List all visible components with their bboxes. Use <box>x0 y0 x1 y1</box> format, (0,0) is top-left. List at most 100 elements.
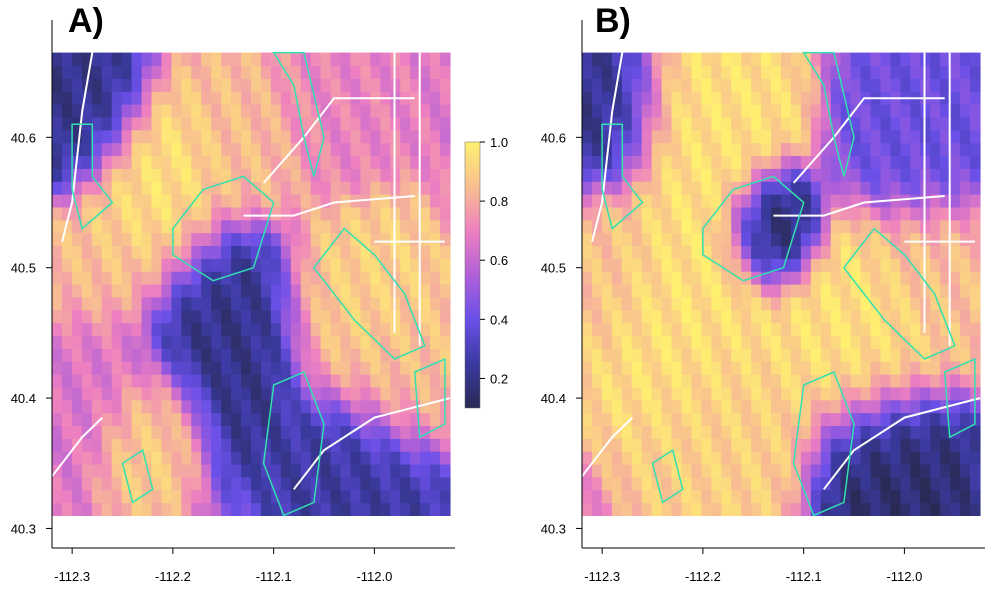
heatmap-cell <box>771 322 782 337</box>
heatmap-cell <box>410 438 421 452</box>
heatmap-cell <box>191 502 202 517</box>
heatmap-cell <box>621 194 633 208</box>
heatmap-cell <box>121 284 133 298</box>
heatmap-cell <box>290 219 302 234</box>
heatmap-cell <box>771 116 782 131</box>
heatmap-cell <box>52 155 63 169</box>
heatmap-cell <box>91 425 103 439</box>
heatmap-cell <box>880 181 892 195</box>
heatmap-cell <box>721 104 732 118</box>
heatmap-cell <box>870 476 882 491</box>
heatmap-cell <box>890 232 901 247</box>
heatmap-cell <box>601 361 613 375</box>
heatmap-cell <box>400 194 411 208</box>
heatmap-cell <box>121 65 133 79</box>
heatmap-cell <box>390 245 401 259</box>
heatmap-cell <box>671 104 683 118</box>
heatmap-cell <box>111 502 123 517</box>
heatmap-cell <box>860 425 872 439</box>
heatmap-cell <box>721 91 732 105</box>
heatmap-cell <box>830 335 842 349</box>
heatmap-cell <box>900 451 911 465</box>
heatmap-cell <box>221 361 232 375</box>
heatmap-cell <box>370 104 381 118</box>
heatmap-cell <box>691 168 702 182</box>
heatmap-cell <box>691 309 702 324</box>
heatmap-cell <box>830 361 842 375</box>
heatmap-cell <box>621 438 633 452</box>
heatmap-cell <box>860 412 872 427</box>
heatmap-cell <box>300 412 312 427</box>
heatmap-cell <box>701 451 712 465</box>
heatmap-cell <box>161 284 172 298</box>
heatmap-cell <box>890 386 901 401</box>
heatmap-cell <box>410 284 421 298</box>
heatmap-cell <box>711 181 722 195</box>
heatmap-cell <box>661 348 673 362</box>
heatmap-cell <box>780 142 792 157</box>
heatmap-cell <box>360 104 371 118</box>
heatmap-cell <box>651 361 663 375</box>
heatmap-cell <box>751 412 762 427</box>
heatmap-cell <box>81 245 93 259</box>
heatmap-cell <box>960 438 971 452</box>
heatmap-cell <box>741 296 752 311</box>
heatmap-cell <box>131 206 143 221</box>
heatmap-cell <box>410 232 421 247</box>
heatmap-cell <box>400 335 411 349</box>
heatmap-cell <box>880 348 892 362</box>
heatmap-cell <box>950 335 961 349</box>
heatmap-cell <box>151 168 163 182</box>
heatmap-cell <box>440 194 451 208</box>
heatmap-cell <box>741 65 752 79</box>
heatmap-cell <box>940 271 951 285</box>
heatmap-cell <box>320 476 332 491</box>
heatmap-cell <box>830 91 842 105</box>
heatmap-cell <box>231 245 242 259</box>
heatmap-cell <box>771 438 782 452</box>
heatmap-cell <box>81 104 93 118</box>
heatmap-cell <box>400 399 411 414</box>
heatmap-cell <box>231 168 242 182</box>
heatmap-cell <box>751 206 762 221</box>
heatmap-cell <box>860 65 872 79</box>
heatmap-cell <box>131 104 143 118</box>
heatmap-cell <box>250 386 262 401</box>
heatmap-cell <box>250 463 262 478</box>
heatmap-cell <box>280 52 292 67</box>
road-line <box>823 397 981 490</box>
heatmap-cell <box>621 271 633 285</box>
heatmap-cell <box>260 181 272 195</box>
heatmap-cell <box>601 348 613 362</box>
heatmap-cell <box>171 155 182 169</box>
heatmap-cell <box>940 476 951 491</box>
heatmap-cell <box>751 142 762 157</box>
heatmap-cell <box>751 386 762 401</box>
colorbar-ticks: 0.20.40.60.81.0 <box>480 135 508 386</box>
heatmap-cell <box>840 412 852 427</box>
heatmap-cell <box>330 438 342 452</box>
heatmap-cell <box>280 104 292 118</box>
heatmap-cell <box>641 52 653 67</box>
heatmap-cell <box>621 451 633 465</box>
heatmap-cell <box>191 232 202 247</box>
heatmap-cell <box>850 155 862 169</box>
heatmap-cell <box>280 438 292 452</box>
heatmap-cell <box>131 296 143 311</box>
heatmap-cell <box>280 476 292 491</box>
heatmap-cell <box>870 232 882 247</box>
heatmap-cell <box>850 65 862 79</box>
heatmap-cell <box>52 296 63 311</box>
heatmap-cell <box>340 168 352 182</box>
heatmap-cell <box>920 322 931 337</box>
heatmap-cell <box>641 65 653 79</box>
heatmap-cell <box>880 78 892 92</box>
heatmap-cell <box>300 219 312 234</box>
heatmap-cell <box>890 245 901 259</box>
heatmap-cell <box>161 489 172 504</box>
heatmap-cell <box>761 361 772 375</box>
heatmap-cell <box>350 348 362 362</box>
heatmap-cell <box>810 296 822 311</box>
heatmap-cell <box>960 284 971 298</box>
boundary-outline <box>702 175 805 282</box>
